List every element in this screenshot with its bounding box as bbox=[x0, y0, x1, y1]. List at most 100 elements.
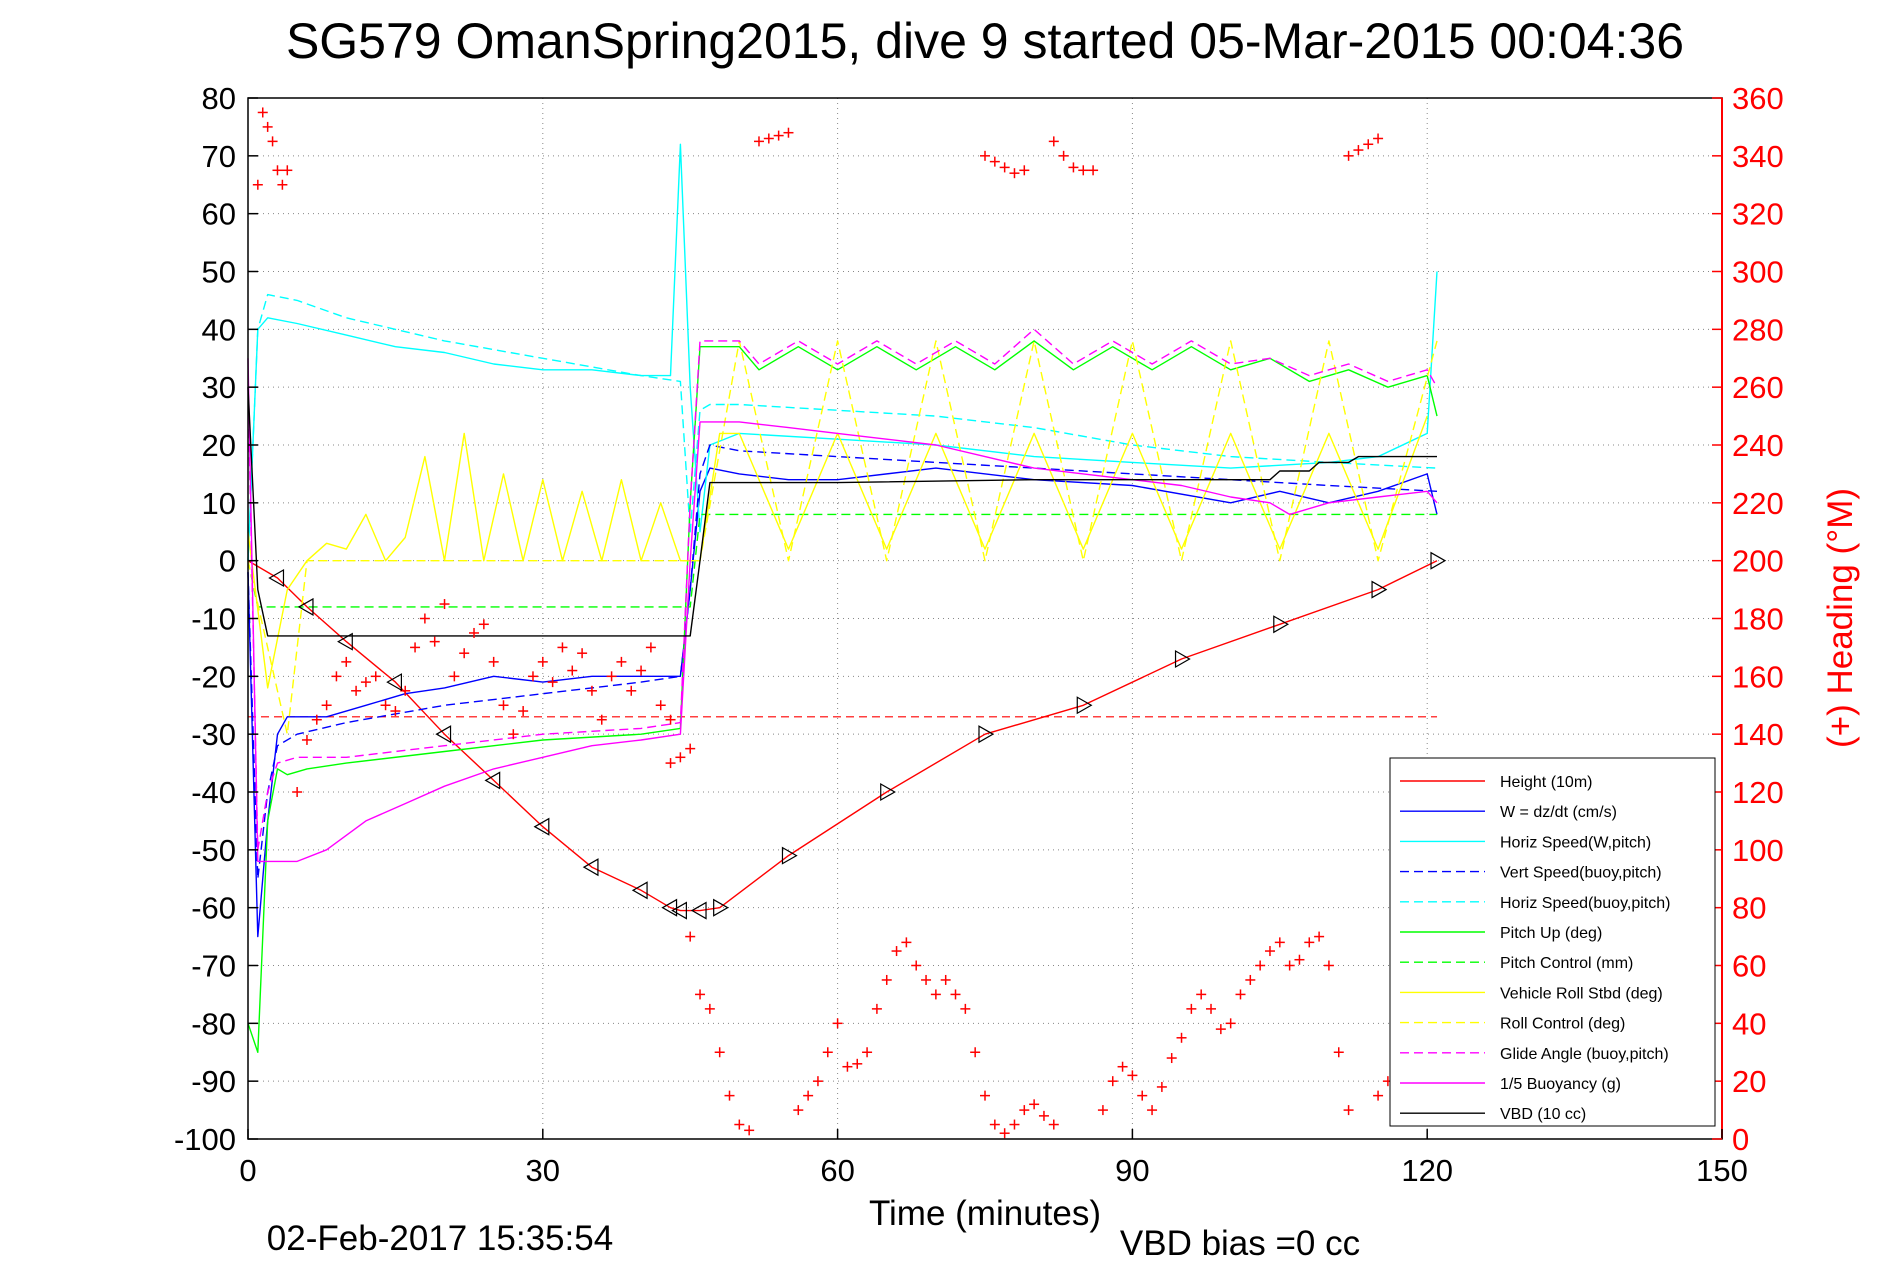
heading-marker bbox=[1353, 145, 1364, 156]
heading-marker bbox=[518, 706, 529, 717]
x-axis-label: Time (minutes) bbox=[869, 1194, 1101, 1233]
right-tick-label: 0 bbox=[1732, 1122, 1749, 1157]
heading-marker bbox=[803, 1090, 814, 1101]
right-tick-label: 180 bbox=[1732, 602, 1784, 637]
heading-points bbox=[252, 107, 1433, 1139]
heading-marker bbox=[1343, 150, 1354, 161]
y-tick-label: -90 bbox=[191, 1064, 236, 1099]
series-line-0 bbox=[247, 560, 1438, 912]
heading-marker bbox=[852, 1058, 863, 1069]
heading-marker bbox=[341, 656, 352, 667]
heading-marker bbox=[989, 1119, 1000, 1130]
series-lines bbox=[247, 143, 1438, 1054]
height-marker bbox=[1430, 551, 1447, 570]
heading-marker bbox=[675, 752, 686, 763]
heading-marker bbox=[1009, 1119, 1020, 1130]
height-marker bbox=[337, 632, 353, 651]
legend-label: Horiz Speed(buoy,pitch) bbox=[1500, 895, 1670, 912]
heading-marker bbox=[665, 758, 676, 769]
x-tick-label: 90 bbox=[1115, 1153, 1149, 1188]
heading-marker bbox=[1058, 150, 1069, 161]
heading-marker bbox=[921, 974, 932, 985]
y-tick-label: -100 bbox=[174, 1122, 236, 1157]
height-marker bbox=[1174, 649, 1191, 669]
footer-date: 02-Feb-2017 15:35:54 bbox=[267, 1219, 613, 1258]
heading-marker bbox=[665, 714, 676, 725]
heading-marker bbox=[1343, 1105, 1354, 1116]
right-tick-label: 120 bbox=[1732, 775, 1784, 810]
height-marker bbox=[268, 568, 285, 588]
series-line-3 bbox=[247, 444, 1438, 880]
heading-marker bbox=[301, 734, 312, 745]
heading-marker bbox=[1107, 1076, 1118, 1087]
y-tick-label: 50 bbox=[202, 255, 236, 290]
x-tick-label: 30 bbox=[526, 1153, 560, 1188]
legend-label: Vert Speed(buoy,pitch) bbox=[1500, 865, 1662, 882]
heading-marker bbox=[1373, 133, 1384, 144]
heading-marker bbox=[980, 150, 990, 161]
heading-marker bbox=[636, 665, 647, 676]
heading-marker bbox=[478, 619, 489, 630]
heading-marker bbox=[1088, 165, 1099, 176]
right-tick-label: 300 bbox=[1732, 255, 1784, 290]
y-tick-label: -60 bbox=[191, 891, 236, 926]
heading-marker bbox=[734, 1119, 745, 1130]
y-tick-label: 0 bbox=[219, 544, 236, 579]
height-marker bbox=[484, 771, 501, 790]
legend-label: Horiz Speed(W,pitch) bbox=[1500, 834, 1651, 851]
heading-marker bbox=[970, 1047, 981, 1058]
heading-marker bbox=[439, 599, 450, 610]
right-tick-label: 20 bbox=[1732, 1064, 1766, 1099]
right-tick-label: 60 bbox=[1732, 949, 1766, 984]
legend-label: VBD (10 cc) bbox=[1500, 1106, 1586, 1123]
heading-marker bbox=[655, 700, 666, 711]
heading-marker bbox=[1127, 1070, 1138, 1081]
y-tick-label: 40 bbox=[202, 312, 236, 347]
heading-marker bbox=[1245, 974, 1256, 985]
heading-marker bbox=[1048, 136, 1059, 147]
heading-marker bbox=[1304, 937, 1315, 948]
height-markers bbox=[268, 551, 1447, 920]
height-marker bbox=[435, 725, 452, 744]
x-tick-label: 150 bbox=[1696, 1153, 1748, 1188]
heading-marker bbox=[1009, 168, 1020, 179]
heading-marker bbox=[1147, 1105, 1158, 1116]
heading-marker bbox=[1019, 165, 1030, 176]
heading-marker bbox=[999, 162, 1010, 173]
legend: Height (10m) W = dz/dt (cm/s) Horiz Speed(… bbox=[1389, 757, 1716, 1127]
heading-marker bbox=[390, 706, 401, 717]
right-tick-label: 260 bbox=[1732, 370, 1784, 405]
x-tick-label: 0 bbox=[239, 1153, 256, 1188]
right-tick-label: 140 bbox=[1732, 717, 1784, 752]
series-line-11 bbox=[247, 387, 1437, 637]
heading-marker bbox=[1294, 954, 1305, 965]
heading-marker bbox=[1264, 946, 1275, 957]
heading-marker bbox=[1196, 989, 1207, 1000]
heading-marker bbox=[1019, 1105, 1030, 1116]
heading-marker bbox=[901, 937, 912, 948]
series-line-1 bbox=[247, 467, 1438, 938]
heading-marker bbox=[1186, 1003, 1197, 1014]
heading-marker bbox=[773, 130, 784, 141]
heading-marker bbox=[459, 648, 470, 659]
x-tick-label: 120 bbox=[1401, 1153, 1453, 1188]
heading-marker bbox=[1323, 960, 1334, 971]
heading-marker bbox=[1274, 937, 1285, 948]
height-marker bbox=[297, 597, 314, 616]
y-tick-label: 80 bbox=[202, 81, 236, 116]
heading-marker bbox=[292, 787, 303, 797]
height-marker bbox=[1273, 615, 1290, 634]
y-tick-label: 20 bbox=[202, 428, 236, 463]
y-tick-label: -10 bbox=[191, 602, 236, 637]
legend-label: 1/5 Buoyancy (g) bbox=[1500, 1076, 1621, 1093]
heading-marker bbox=[449, 671, 460, 682]
heading-marker bbox=[469, 627, 480, 638]
heading-marker bbox=[527, 671, 538, 682]
heading-marker bbox=[1097, 1105, 1108, 1116]
heading-marker bbox=[881, 974, 892, 985]
right-tick-label: 160 bbox=[1732, 659, 1784, 694]
height-marker bbox=[533, 817, 550, 836]
heading-marker bbox=[842, 1061, 853, 1072]
heading-marker bbox=[871, 1003, 882, 1014]
right-tick-label: 100 bbox=[1732, 833, 1784, 868]
